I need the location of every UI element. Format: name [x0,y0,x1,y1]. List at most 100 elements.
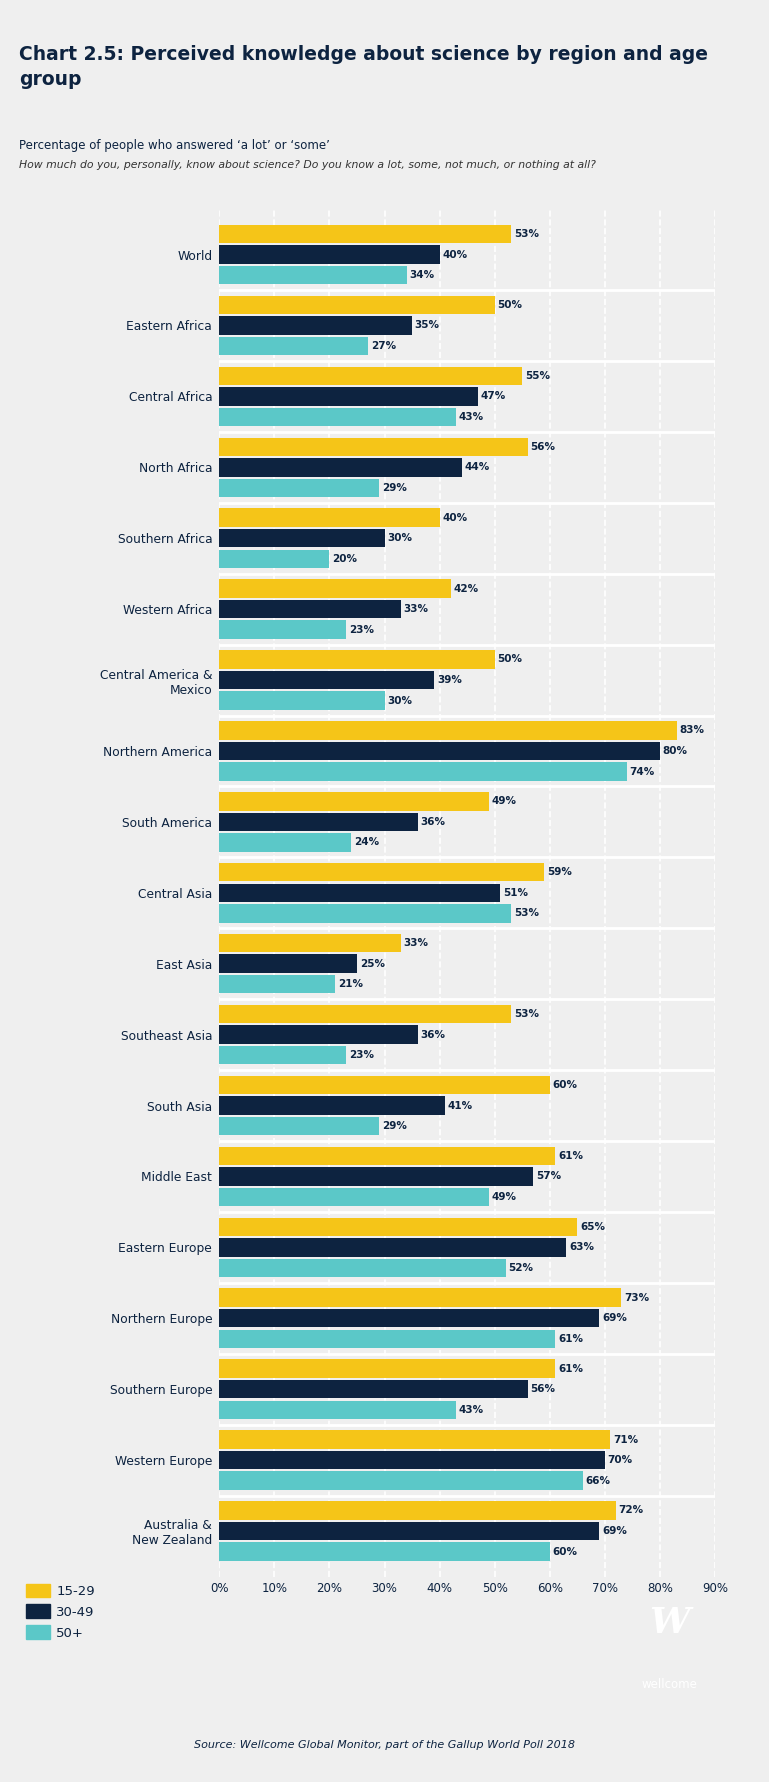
Text: 23%: 23% [348,625,374,634]
Text: 83%: 83% [679,725,704,736]
Text: 56%: 56% [531,1385,555,1394]
Bar [219,862,544,882]
Text: 65%: 65% [580,1222,605,1231]
Bar [219,1543,550,1561]
Text: wellcome: wellcome [641,1679,697,1691]
Text: 50%: 50% [498,299,522,310]
Text: 40%: 40% [442,249,468,260]
Bar [219,296,494,314]
Bar [219,1522,600,1540]
Text: 69%: 69% [602,1525,627,1536]
Bar [219,722,677,740]
Bar [219,458,461,476]
Text: W: W [649,1606,689,1641]
Text: 53%: 53% [514,1009,539,1019]
Text: 71%: 71% [613,1435,638,1445]
Bar [219,387,478,406]
Text: 55%: 55% [525,371,550,381]
Bar [219,1189,489,1206]
Text: 66%: 66% [586,1475,611,1486]
Bar [219,763,627,781]
Bar [219,1451,605,1470]
Bar [219,1096,445,1116]
Bar [219,1167,534,1185]
Bar [219,975,335,994]
Bar [219,1401,456,1418]
Bar [219,549,329,568]
Bar [219,508,440,527]
Text: Source: Wellcome Global Monitor, part of the Gallup World Poll 2018: Source: Wellcome Global Monitor, part of… [194,1739,575,1750]
Text: 49%: 49% [492,1192,517,1203]
Text: 43%: 43% [459,1404,484,1415]
Bar [219,670,434,690]
Text: 63%: 63% [569,1242,594,1253]
Text: 51%: 51% [503,887,528,898]
Text: 21%: 21% [338,980,363,989]
Bar [219,337,368,355]
Text: 40%: 40% [442,513,468,522]
Bar [219,834,351,852]
Bar [219,246,440,264]
Text: 57%: 57% [536,1171,561,1181]
Text: 33%: 33% [404,604,429,615]
Text: 20%: 20% [332,554,357,563]
Text: 47%: 47% [481,392,506,401]
Bar [219,813,418,830]
Text: 56%: 56% [531,442,555,453]
Text: 61%: 61% [558,1151,583,1160]
Text: 52%: 52% [508,1263,534,1272]
Text: 35%: 35% [414,321,440,330]
Bar [219,1431,611,1449]
Text: 36%: 36% [421,1030,445,1039]
Bar [219,1310,600,1328]
Bar [219,438,528,456]
Text: 27%: 27% [371,340,396,351]
Text: 61%: 61% [558,1363,583,1374]
Text: 44%: 44% [464,462,490,472]
Bar [219,620,346,640]
Text: 60%: 60% [553,1547,578,1556]
Bar [219,367,522,385]
Text: How much do you, personally, know about science? Do you know a lot, some, not mu: How much do you, personally, know about … [19,160,596,171]
Bar [219,741,660,761]
Text: 69%: 69% [602,1313,627,1324]
Bar [219,1005,511,1023]
Bar [219,1217,578,1237]
Bar [219,1258,506,1278]
Bar [219,1288,621,1306]
Text: 60%: 60% [553,1080,578,1091]
Text: 25%: 25% [360,959,384,969]
Bar [219,315,412,335]
Bar [219,1329,555,1347]
Text: 49%: 49% [492,797,517,805]
Text: 29%: 29% [381,483,407,494]
Text: 73%: 73% [624,1292,649,1303]
Text: 36%: 36% [421,816,445,827]
Text: 50%: 50% [498,654,522,665]
Text: 80%: 80% [663,747,687,756]
Bar [219,266,407,285]
Text: 30%: 30% [388,533,412,544]
Bar [219,1146,555,1165]
Bar [219,955,357,973]
Bar [219,650,494,668]
Bar [219,1025,418,1044]
Bar [219,903,511,923]
Bar [219,1360,555,1377]
Text: 59%: 59% [547,868,572,877]
Bar [219,1472,583,1490]
Bar [219,225,511,242]
Text: 30%: 30% [388,695,412,706]
Text: 23%: 23% [348,1050,374,1060]
Bar [219,791,489,811]
Text: 70%: 70% [608,1456,633,1465]
Text: 72%: 72% [619,1506,644,1515]
Text: 53%: 53% [514,230,539,239]
Bar [219,934,401,952]
Text: 53%: 53% [514,909,539,918]
Text: 42%: 42% [454,583,478,593]
Legend: 15-29, 30-49, 50+: 15-29, 30-49, 50+ [26,1584,95,1639]
Text: 39%: 39% [437,675,461,684]
Bar [219,1046,346,1064]
Text: Chart 2.5: Perceived knowledge about science by region and age
group: Chart 2.5: Perceived knowledge about sci… [19,45,708,89]
